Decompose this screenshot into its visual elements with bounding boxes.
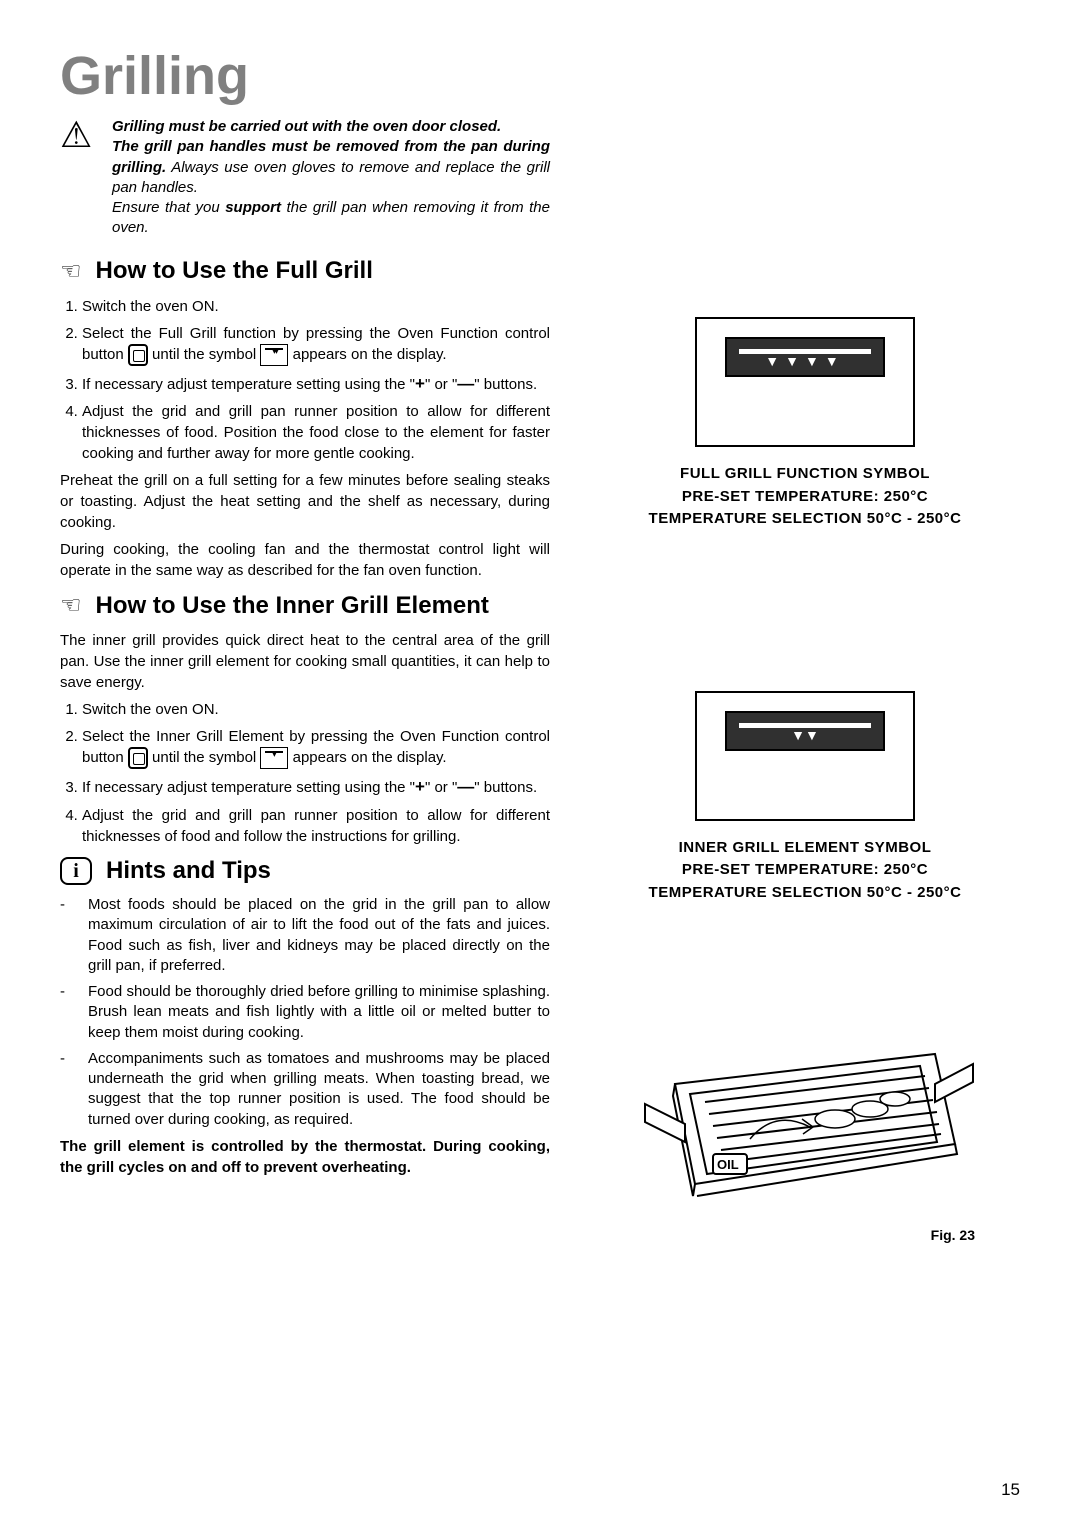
inner-grill-display-box: ▼▼ [695,691,915,821]
function-button-icon [128,747,148,769]
info-icon: i [60,857,92,885]
preheat-para: Preheat the grill on a full setting for … [60,470,550,533]
tips-list: Most foods should be placed on the grid … [60,895,550,1130]
plus-icon: + [415,777,425,796]
inner-grill-symbol-icon [260,747,288,769]
section-heading-hints: i Hints and Tips [60,857,550,885]
warning-line1: Grilling must be carried out with the ov… [112,118,501,135]
heading-hints: Hints and Tips [106,857,271,885]
oil-label: OIL [717,1157,739,1172]
tip-3: Accompaniments such as tomatoes and mush… [60,1049,550,1130]
step-3: If necessary adjust temperature setting … [82,775,550,799]
warning-block: ⚠ Grilling must be carried out with the … [60,117,550,239]
warning-triangle-icon: ⚠ [60,117,100,239]
inner-grill-steps: Switch the oven ON. Select the Inner Gri… [60,699,550,847]
step-3: If necessary adjust temperature setting … [82,372,550,396]
grill-pan-svg-icon: OIL [635,1024,975,1214]
step-1: Switch the oven ON. [82,699,550,720]
right-column: ▼▼▼▼ FULL GRILL FUNCTION SYMBOL PRE-SET … [590,117,1020,1253]
minus-icon: — [457,374,474,393]
warning-line3a: Ensure that you [112,199,225,216]
inner-grill-intro: The inner grill provides quick direct he… [60,630,550,693]
section-heading-full-grill: ☞ How to Use the Full Grill [60,257,550,286]
closing-para: The grill element is controlled by the t… [60,1136,550,1178]
inner-grill-arrows-icon: ▼▼ [727,727,883,743]
page-number: 15 [1001,1480,1020,1500]
step-4: Adjust the grid and grill pan runner pos… [82,805,550,847]
warning-text: Grilling must be carried out with the ov… [112,117,550,239]
step-2: Select the Inner Grill Element by pressi… [82,726,550,769]
full-grill-arrows-icon: ▼▼▼▼ [727,353,883,369]
step-4: Adjust the grid and grill pan runner pos… [82,401,550,464]
warning-line3b: support [225,199,281,216]
inner-grill-caption: INNER GRILL ELEMENT SYMBOL PRE-SET TEMPE… [590,837,1020,905]
section-heading-inner-grill: ☞ How to Use the Inner Grill Element [60,591,550,620]
pointer-hand-icon: ☞ [60,591,82,620]
tip-2: Food should be thoroughly dried before g… [60,982,550,1043]
grill-pan-figure: OIL Fig. 23 [635,1024,975,1243]
figure-caption: Fig. 23 [635,1227,975,1243]
heading-inner-grill: How to Use the Inner Grill Element [96,592,489,620]
step-2: Select the Full Grill function by pressi… [82,323,550,366]
minus-icon: — [457,777,474,796]
page-title: Grilling [60,45,1020,107]
step-1: Switch the oven ON. [82,296,550,317]
left-column: ⚠ Grilling must be carried out with the … [60,117,550,1253]
full-grill-caption: FULL GRILL FUNCTION SYMBOL PRE-SET TEMPE… [590,463,1020,531]
full-grill-symbol-icon [260,344,288,366]
function-button-icon [128,344,148,366]
plus-icon: + [415,374,425,393]
tip-1: Most foods should be placed on the grid … [60,895,550,976]
heading-full-grill: How to Use the Full Grill [96,257,373,285]
full-grill-display-box: ▼▼▼▼ [695,317,915,447]
full-grill-steps: Switch the oven ON. Select the Full Gril… [60,296,550,465]
pointer-hand-icon: ☞ [60,257,82,286]
cooling-fan-para: During cooking, the cooling fan and the … [60,539,550,581]
warning-line2b: Always use oven gloves to remove and rep… [112,159,550,196]
